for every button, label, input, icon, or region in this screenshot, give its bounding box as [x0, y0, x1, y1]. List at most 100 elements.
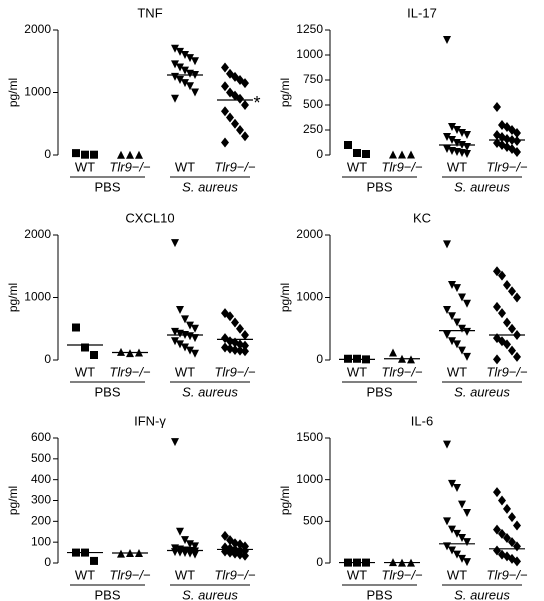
- y-tick-label: 1000: [296, 472, 323, 486]
- x-tick-label: Tlr9−/−: [381, 364, 423, 379]
- point: [236, 549, 244, 560]
- point: [463, 131, 471, 139]
- x-tick-label: Tlr9−/−: [214, 567, 256, 582]
- point: [171, 438, 179, 447]
- point: [241, 330, 249, 340]
- point: [90, 556, 98, 565]
- point: [493, 102, 501, 112]
- point: [72, 149, 80, 158]
- x-tick-label: WT: [447, 364, 467, 379]
- point: [443, 133, 451, 141]
- point: [453, 284, 461, 293]
- point: [448, 123, 456, 131]
- point: [513, 292, 521, 303]
- point: [493, 301, 501, 312]
- point: [443, 440, 451, 449]
- point: [463, 299, 471, 308]
- point: [236, 93, 244, 104]
- panel: CXCL10 pg/ml 0 1000 2000 WT Tlr9−/− WT Tlr9−/− PB…: [6, 210, 256, 399]
- y-tick-label: 750: [303, 72, 323, 86]
- point: [498, 528, 506, 539]
- y-tick-label: 2000: [24, 227, 51, 241]
- group-label: S. aureus: [182, 587, 238, 601]
- point: [508, 512, 516, 523]
- point: [176, 340, 184, 349]
- point: [503, 503, 511, 514]
- point: [493, 524, 501, 535]
- point: [176, 306, 184, 314]
- point: [231, 548, 239, 559]
- point: [171, 44, 179, 53]
- point: [191, 550, 199, 559]
- y-tick-label: 2000: [296, 227, 323, 241]
- point: [241, 131, 249, 142]
- point: [176, 527, 184, 536]
- point: [226, 112, 234, 123]
- point: [463, 509, 471, 517]
- panel: IL-6 pg/ml 0 500 1000 1500 WT Tlr9−/− WT Tlr9−/− P…: [278, 413, 528, 601]
- x-tick-label: WT: [347, 364, 367, 379]
- y-tick-label: 0: [316, 352, 323, 366]
- point: [448, 136, 456, 144]
- point: [503, 134, 511, 144]
- point: [443, 36, 451, 44]
- point: [498, 270, 506, 281]
- x-tick-label: WT: [347, 567, 367, 582]
- y-tick-label: 0: [44, 555, 51, 569]
- x-tick-label: WT: [447, 159, 467, 174]
- y-tick-label: 1000: [24, 85, 51, 99]
- point: [508, 345, 516, 356]
- group-label: PBS: [366, 179, 392, 194]
- x-tick-label: WT: [175, 567, 195, 582]
- point: [463, 150, 471, 158]
- point: [191, 349, 199, 358]
- point: [117, 347, 125, 356]
- point: [171, 239, 179, 248]
- y-tick-label: 1000: [24, 290, 51, 304]
- y-tick-label: 1250: [296, 22, 323, 36]
- point: [117, 150, 125, 159]
- point: [503, 339, 511, 350]
- point: [443, 306, 451, 314]
- y-tick-label: 500: [303, 514, 323, 528]
- point: [344, 354, 352, 363]
- point: [186, 54, 194, 63]
- point: [389, 150, 397, 159]
- point: [493, 354, 501, 365]
- point: [181, 79, 189, 88]
- point: [463, 352, 471, 361]
- y-tick-label: 250: [303, 122, 323, 136]
- x-tick-label: WT: [75, 364, 95, 379]
- point: [508, 537, 516, 548]
- y-tick-label: 0: [316, 555, 323, 569]
- point: [171, 60, 179, 69]
- point: [493, 545, 501, 556]
- x-tick-label: Tlr9−/−: [486, 159, 528, 174]
- point: [221, 62, 229, 73]
- point: [72, 323, 80, 332]
- group-label: S. aureus: [182, 179, 238, 194]
- x-tick-label: WT: [75, 159, 95, 174]
- point: [221, 106, 229, 117]
- point: [448, 337, 456, 346]
- point: [513, 128, 521, 138]
- point: [443, 517, 451, 526]
- point: [181, 536, 189, 545]
- y-tick-label: 500: [303, 97, 323, 111]
- point: [236, 345, 244, 356]
- point: [353, 354, 361, 363]
- x-tick-label: Tlr9−/−: [381, 159, 423, 174]
- group-label: PBS: [366, 587, 392, 601]
- panel: IFN-γ pg/ml 0 100 200 300 400 500 600 WT Tlr9−/− WT…: [6, 413, 256, 601]
- point: [463, 558, 471, 567]
- point: [463, 327, 471, 336]
- group-label: PBS: [94, 179, 120, 194]
- point: [458, 534, 466, 542]
- point: [508, 323, 516, 334]
- x-tick-label: Tlr9−/−: [109, 159, 151, 174]
- point: [221, 530, 229, 541]
- point: [186, 82, 194, 91]
- y-tick-label: 200: [31, 514, 51, 528]
- point: [126, 349, 134, 358]
